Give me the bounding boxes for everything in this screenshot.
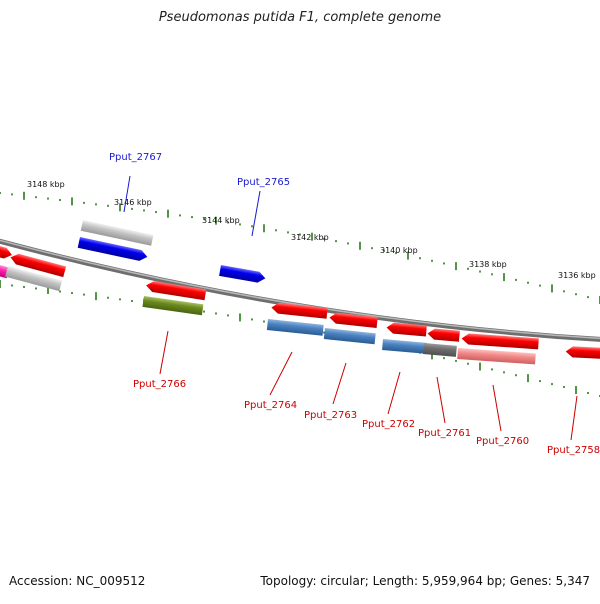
map-title: Pseudomonas putida F1, complete genome [158,10,442,25]
genes [0,220,600,365]
gene-feature [142,296,204,316]
label-leaders [123,175,578,441]
gene-feature [427,328,460,342]
label-leader-line [269,351,293,396]
gene-label: Pput_2763 [304,410,357,421]
gene-label: Pput_2762 [362,419,415,430]
gene-feature [5,266,63,292]
gene-feature [329,312,378,328]
gene-feature [461,333,539,350]
gene-feature [382,339,427,354]
accession-text: Accession: NC_009512 [9,574,146,588]
label-leader-line [492,384,502,432]
gene-label: Pput_2758 [547,445,600,456]
scale-label: 3140 kbp [380,246,418,255]
scale-label: 3136 kbp [558,271,596,280]
gene-label: Pput_2764 [244,400,297,411]
gene-feature [77,237,148,261]
gene-feature [80,220,154,246]
scale-labels: 3148 kbp 3146 kbp 3144 kbp 3142 kbp 3140 kbp… [27,180,596,280]
gene-feature [386,322,427,337]
label-leader-line [387,371,401,415]
scale-label: 3142 kbp [291,233,329,242]
gene-feature [0,264,10,279]
label-leader-line [123,175,131,213]
scale-label: 3146 kbp [114,198,152,207]
genome-backbone-highlight [0,239,600,340]
label-leader-line [332,362,347,405]
gene-feature [0,245,12,259]
label-leader-line [159,330,169,375]
gene-label: Pput_2767 [109,152,162,163]
scale-label: 3148 kbp [27,180,65,189]
label-leader-line [570,395,578,441]
genome-info-text: Topology: circular; Length: 5,959,964 bp… [260,574,590,588]
gene-label: Pput_2766 [133,379,186,390]
gene-feature [423,343,457,357]
scale-label: 3144 kbp [202,216,240,225]
gene-feature [271,302,328,319]
gene-feature [565,346,600,360]
gene-feature [323,328,376,345]
scale-ticks-outer [0,191,600,304]
gene-label: Pput_2765 [237,177,290,188]
gene-feature [10,253,67,278]
gene-feature [457,348,536,365]
gene-feature [146,281,207,301]
gene-feature [266,319,324,336]
gene-feature [219,265,266,283]
label-leader-line [436,376,446,424]
label-leader-line [251,190,261,237]
scale-label: 3138 kbp [469,260,507,269]
gene-label: Pput_2761 [418,428,471,439]
gene-label: Pput_2760 [476,436,529,447]
gene-labels: Pput_2767 Pput_2765 Pput_2766 Pput_2764 Pput… [109,152,600,456]
